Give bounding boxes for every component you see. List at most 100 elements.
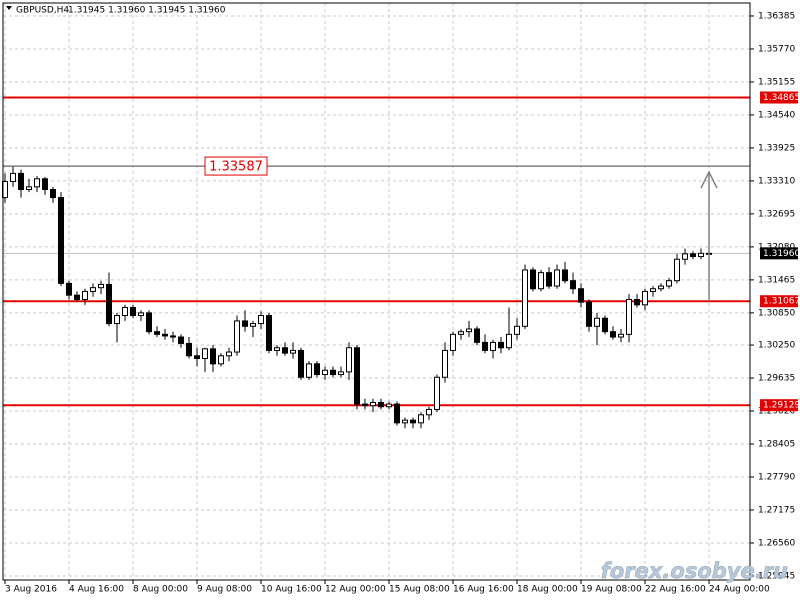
- candle-body: [570, 280, 576, 290]
- level-axis-label: 1.31067: [763, 297, 800, 307]
- candle-body: [90, 287, 96, 292]
- candle-body: [290, 349, 296, 354]
- target-label: 1.33587: [209, 160, 263, 175]
- candle-body: [538, 272, 544, 290]
- candle-body: [522, 269, 528, 327]
- candle-body: [10, 172, 16, 182]
- level-axis-box: [760, 399, 798, 412]
- y-tick-label: 1.35770: [758, 44, 795, 54]
- candle-body: [170, 335, 176, 338]
- candle-body: [610, 331, 616, 338]
- candle-body: [274, 347, 280, 351]
- x-tick-label: 9 Aug 08:00: [197, 585, 252, 595]
- y-tick-label: 1.32695: [758, 209, 795, 219]
- y-tick-label: 1.27790: [758, 473, 795, 483]
- candle-body: [42, 178, 48, 191]
- candle-body: [330, 369, 336, 376]
- candle-body: [138, 312, 144, 317]
- candle-body: [674, 258, 680, 282]
- candle-body: [346, 347, 352, 373]
- candle-body: [354, 347, 360, 405]
- candle-body: [282, 347, 288, 354]
- candle-body: [482, 341, 488, 351]
- x-tick-label: 24 Aug 00:00: [709, 585, 770, 595]
- plot-frame: [2, 2, 751, 581]
- candle-body: [154, 331, 160, 335]
- x-tick-label: 22 Aug 16:00: [645, 585, 706, 595]
- candle-body: [698, 252, 704, 258]
- candle-body: [322, 369, 328, 376]
- x-tick-label: 4 Aug 16:00: [69, 585, 124, 595]
- y-tick-label: 1.35155: [758, 77, 795, 87]
- y-tick-label: 1.31465: [758, 275, 795, 285]
- x-tick-label: 8 Aug 00:00: [133, 585, 188, 595]
- candle-body: [74, 294, 80, 300]
- candle-body: [18, 172, 24, 191]
- candle-body: [450, 333, 456, 351]
- candle-body: [474, 328, 480, 343]
- bid-axis-box: [760, 247, 798, 260]
- candle-body: [658, 285, 664, 290]
- candle-body: [666, 280, 672, 287]
- candle-body: [498, 341, 504, 349]
- candle-body: [370, 401, 376, 407]
- candle-body: [362, 403, 368, 407]
- candle-body: [586, 301, 592, 327]
- x-tick-label: 15 Aug 08:00: [389, 585, 450, 595]
- candle-body: [426, 408, 432, 416]
- candle-body: [682, 253, 688, 260]
- candle-body: [258, 315, 264, 325]
- candle-body: [210, 348, 216, 365]
- x-tick-label: 19 Aug 08:00: [581, 585, 642, 595]
- level-axis-label: 1.29129: [763, 401, 800, 411]
- candle-body: [34, 178, 40, 188]
- candle-body: [442, 349, 448, 378]
- candle-body: [114, 315, 120, 325]
- candle-body: [594, 317, 600, 327]
- candle-body: [618, 333, 624, 338]
- candle-body: [386, 403, 392, 408]
- candle-body: [690, 253, 696, 258]
- y-tick-label: 1.34540: [758, 110, 795, 120]
- candle-body: [378, 401, 384, 408]
- candle-body: [514, 325, 520, 335]
- candle-body: [626, 298, 632, 335]
- candle-body: [578, 288, 584, 303]
- candle-body: [298, 349, 304, 378]
- y-tick-label: 1.29635: [758, 374, 795, 384]
- candle-body: [402, 419, 408, 424]
- x-tick-label: 16 Aug 16:00: [453, 585, 514, 595]
- candle-body: [418, 414, 424, 424]
- candle-body: [82, 290, 88, 300]
- candle-body: [410, 419, 416, 424]
- level-axis-label: 1.34865: [763, 93, 800, 103]
- candle-body: [634, 298, 640, 306]
- candle-body: [458, 331, 464, 335]
- candle-body: [234, 320, 240, 353]
- target-label-box: [204, 156, 268, 176]
- candle-body: [130, 307, 136, 317]
- candle-body: [58, 197, 64, 284]
- candle-body: [194, 355, 200, 359]
- y-tick-label: 1.26560: [758, 538, 795, 548]
- candle-body: [50, 189, 56, 199]
- grid-layer: [3, 3, 750, 580]
- candle-body: [306, 363, 312, 378]
- y-tick-label: 1.25945: [758, 571, 795, 581]
- candle-body: [242, 320, 248, 327]
- level-axis-box: [760, 91, 798, 104]
- candle-body: [250, 323, 256, 327]
- y-tick-label: 1.29020: [758, 407, 795, 417]
- candle-body: [490, 341, 496, 351]
- marks-layer: [2, 96, 750, 429]
- candle-body: [218, 355, 224, 365]
- bid-axis-label: 1.31960: [763, 249, 800, 259]
- candle-body: [226, 351, 232, 357]
- candle-body: [434, 376, 440, 410]
- x-tick-label: 18 Aug 00:00: [517, 585, 578, 595]
- y-tick-label: 1.33925: [758, 143, 795, 153]
- candle-body: [266, 315, 272, 351]
- candle-body: [554, 269, 560, 287]
- candle-body: [98, 283, 104, 289]
